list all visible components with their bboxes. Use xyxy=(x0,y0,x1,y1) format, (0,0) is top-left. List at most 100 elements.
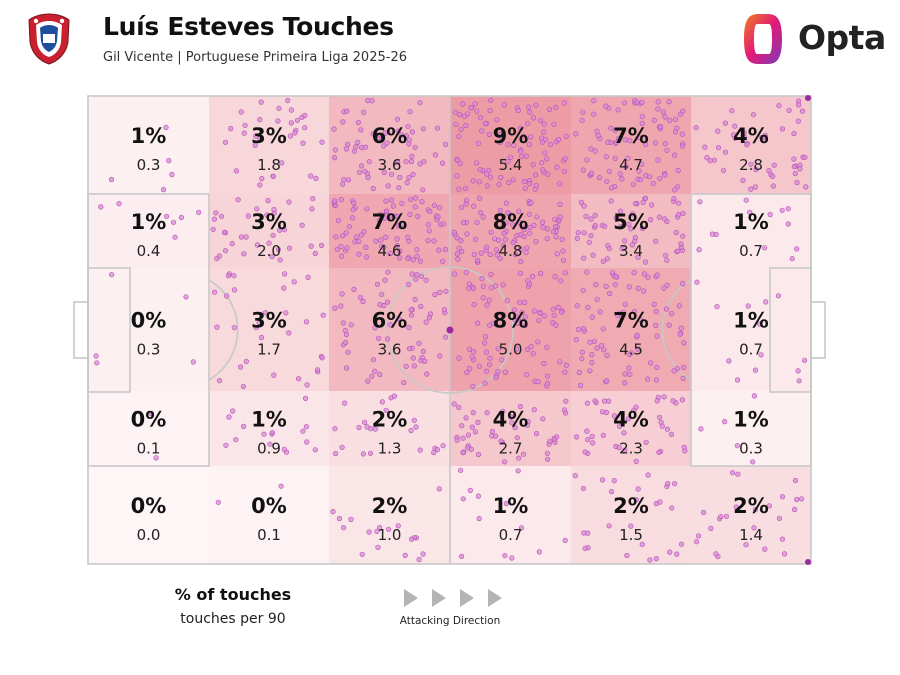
touch-dot xyxy=(531,308,538,314)
touch-dot xyxy=(556,181,563,187)
touch-dot xyxy=(487,251,493,257)
touch-dot xyxy=(423,319,429,325)
cell-per90-label: 1.8 xyxy=(257,156,281,174)
touch-dot xyxy=(471,349,477,355)
touch-dot xyxy=(544,226,550,232)
touch-dot xyxy=(504,298,510,304)
touch-dot xyxy=(651,301,657,307)
touch-dot xyxy=(766,168,772,174)
touch-dot xyxy=(471,301,477,308)
touch-dot xyxy=(792,477,799,484)
touch-dot xyxy=(678,541,685,547)
touch-dot xyxy=(531,407,537,413)
touch-dot xyxy=(622,301,628,307)
touch-dot xyxy=(672,116,679,122)
touch-dot xyxy=(356,424,362,431)
touch-dot xyxy=(584,157,590,163)
touch-dot xyxy=(792,170,798,177)
touch-dot xyxy=(510,239,516,246)
touch-dot xyxy=(654,272,660,278)
touch-dot xyxy=(225,273,231,279)
touch-dot xyxy=(639,161,645,167)
cell-per90-label: 1.5 xyxy=(619,526,643,544)
cell-pct-label: 4% xyxy=(613,408,649,432)
touch-dot xyxy=(342,400,348,406)
touch-dot xyxy=(390,203,397,209)
touch-dot xyxy=(506,179,512,186)
touch-dot xyxy=(275,246,282,252)
touch-dot xyxy=(608,185,615,191)
touch-dot xyxy=(670,398,676,404)
touch-dot xyxy=(537,310,543,316)
touch-dot xyxy=(437,205,443,211)
cell-per90-label: 1.3 xyxy=(378,440,402,458)
touch-dot xyxy=(169,171,175,178)
touch-dot xyxy=(680,375,686,382)
touch-dot xyxy=(409,271,415,277)
touch-dot xyxy=(256,320,262,326)
touch-dot xyxy=(216,253,223,259)
touch-dot xyxy=(377,524,383,531)
touch-dot xyxy=(377,302,383,308)
touch-dot xyxy=(616,423,623,429)
touch-dot xyxy=(526,281,533,287)
cell-per90-label: 2.3 xyxy=(619,440,643,458)
touch-dot xyxy=(579,117,585,123)
touch-dot xyxy=(656,449,662,455)
touch-dot xyxy=(495,369,501,375)
touch-dot xyxy=(308,173,314,179)
touch-dot xyxy=(454,437,460,443)
touch-dot xyxy=(484,244,490,250)
touch-dot xyxy=(621,430,627,436)
touch-dot xyxy=(394,236,400,242)
touch-dot xyxy=(513,313,519,320)
touch-dot xyxy=(666,98,672,105)
touch-dot xyxy=(517,270,524,277)
touch-dot xyxy=(345,141,351,147)
touch-dot xyxy=(300,140,306,146)
touch-dot xyxy=(542,150,548,156)
touch-dot xyxy=(170,219,177,225)
touch-dot xyxy=(473,160,480,166)
touch-dot xyxy=(707,158,713,164)
touch-dot xyxy=(269,254,275,260)
touch-dot xyxy=(369,373,375,379)
touch-dot xyxy=(662,114,668,120)
cell-pct-label: 2% xyxy=(613,494,649,518)
touch-dot xyxy=(622,238,628,244)
touch-dot xyxy=(388,171,395,177)
heatmap-cell xyxy=(571,391,691,466)
touch-dot xyxy=(264,212,270,218)
touch-dot xyxy=(442,334,449,340)
touch-dot xyxy=(560,257,567,263)
touch-dot xyxy=(214,324,220,330)
touch-dot xyxy=(693,125,699,131)
touch-dot xyxy=(397,248,403,254)
touch-dot xyxy=(351,200,357,206)
touch-dot xyxy=(340,181,346,187)
touch-dot xyxy=(509,420,515,426)
touch-dot xyxy=(235,197,241,203)
touch-dot xyxy=(441,307,448,313)
cell-per90-label: 3.4 xyxy=(619,242,643,260)
touch-dot xyxy=(288,120,295,126)
touch-dot xyxy=(376,217,383,223)
touch-dot xyxy=(791,506,798,513)
touch-dot xyxy=(355,139,361,145)
touch-dot xyxy=(242,122,248,128)
touch-dot xyxy=(304,439,310,445)
touch-dot xyxy=(668,431,675,438)
touch-dot xyxy=(420,348,426,355)
touch-dot xyxy=(480,283,487,289)
touch-dot xyxy=(440,443,446,449)
touch-dot xyxy=(588,233,594,239)
touch-dot xyxy=(562,537,568,544)
touch-dot xyxy=(672,129,679,135)
touch-dot xyxy=(241,251,247,257)
touch-dot xyxy=(346,224,353,230)
touch-dot xyxy=(456,133,462,139)
touch-dot xyxy=(584,269,590,275)
cell-pct-label: 1% xyxy=(733,408,769,432)
left-penalty-arc xyxy=(208,279,239,381)
touch-dot xyxy=(442,246,449,253)
